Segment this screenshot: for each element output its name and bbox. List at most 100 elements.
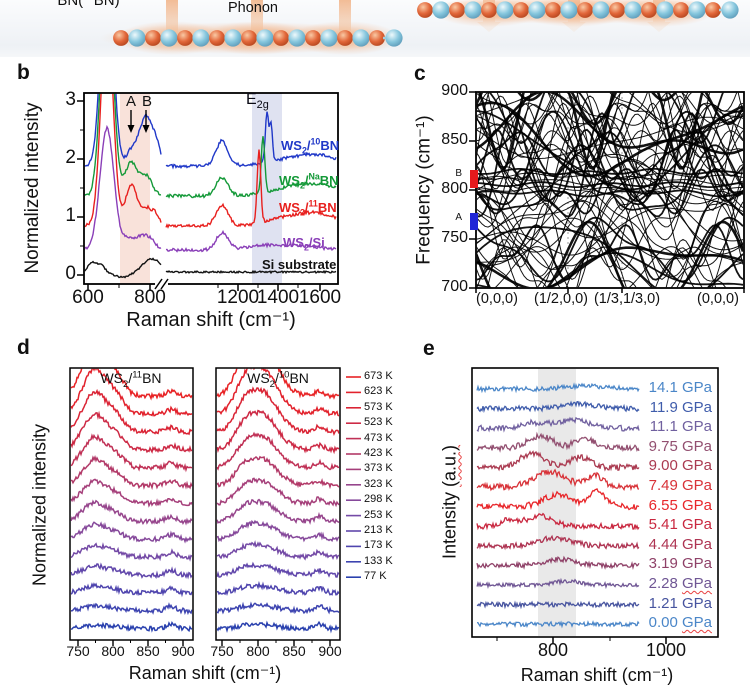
panel-d-spectrum (216, 368, 340, 417)
nitrogen-atom (721, 1, 739, 19)
panel-d-spectrum (216, 561, 340, 578)
panel-d-spectrum (70, 454, 193, 491)
panel-d-spectrum (70, 621, 193, 633)
nitrogen-atom (128, 29, 146, 47)
panel-b-spectrum (165, 136, 337, 199)
panel-d-spectrum (216, 386, 340, 437)
panel-d-spectrum (216, 409, 340, 455)
panel-e-spectrum (476, 620, 640, 629)
nitrogen-atom (528, 1, 546, 19)
schematic-strip: 10BN(11BN) Phonon (0, 0, 750, 57)
panel-d-spectrum (216, 601, 340, 615)
bn-isotope-label: 10BN(11BN) (46, 0, 120, 9)
panel-d-spectrum (70, 433, 193, 473)
nitrogen-atom (592, 1, 610, 19)
nitrogen-atom (160, 29, 178, 47)
boron-atom (337, 30, 353, 46)
panel-b-spectrum (84, 124, 162, 251)
panel-b-spectrum (165, 229, 337, 253)
panel-b-spectrum (165, 149, 337, 229)
boron-atom (449, 2, 465, 18)
panel-d-spectrum (70, 582, 193, 598)
panel-d-spectrum (70, 368, 193, 401)
panel-e-spectrum (476, 416, 640, 433)
panel-b-spectrum (84, 93, 162, 167)
schematic-graphics (100, 0, 739, 55)
panel-e-spectrum (476, 382, 640, 394)
panel-d-spectrum (70, 562, 193, 580)
panel-d-spectrum (70, 478, 193, 508)
nitrogen-atom (224, 29, 242, 47)
nitrogen-atom (352, 29, 370, 47)
panel-b-spectrum (165, 269, 337, 275)
boron-atom (545, 2, 561, 18)
nitrogen-atom (432, 1, 450, 19)
boron-atom (577, 2, 593, 18)
panel-d-spectrum (216, 519, 340, 543)
boron-atom (673, 2, 689, 18)
panel-d-spectrum (70, 499, 193, 526)
shaded-band (538, 369, 576, 636)
boron-atom (481, 2, 497, 18)
boron-atom (177, 30, 193, 46)
panel-e-spectrum (476, 450, 640, 472)
panel-d-spectrum (216, 540, 340, 561)
nitrogen-atom (624, 1, 642, 19)
panel-d-spectrum (70, 388, 193, 436)
boron-atom (241, 30, 257, 46)
phonon-label: Phonon (228, 0, 278, 16)
nitrogen-atom (656, 1, 674, 19)
nitrogen-atom (192, 29, 210, 47)
panel-e-spectrum (476, 488, 640, 511)
panel-e-spectrum (476, 468, 640, 492)
down-arrow-icon (127, 125, 135, 133)
boron-atom (145, 30, 161, 46)
nitrogen-atom (496, 1, 514, 19)
panel-d-spectrum (216, 620, 340, 634)
down-arrow-icon (142, 125, 150, 133)
boron-atom (641, 2, 657, 18)
panel-d-spectrum (216, 431, 340, 471)
panel-b-spectrum (84, 93, 162, 228)
boron-atom (305, 30, 321, 46)
phonon-bands (476, 92, 744, 288)
boron-atom (113, 30, 129, 46)
panel-e-spectrum (476, 431, 640, 453)
boron-atom (417, 2, 433, 18)
panel-b-spectrum (84, 93, 162, 197)
boron-atom (273, 30, 289, 46)
mode-marker-b (470, 170, 478, 188)
mode-marker-a (470, 213, 478, 230)
panel-d-spectrum (216, 477, 340, 508)
panel-d-plot (69, 367, 361, 646)
panel-d-spectrum (70, 521, 193, 544)
boron-atom (609, 2, 625, 18)
nitrogen-atom (688, 1, 706, 19)
panel-e-spectrum (476, 600, 640, 610)
nitrogen-atom (320, 29, 338, 47)
boron-atom (513, 2, 529, 18)
panel-b-plot (77, 92, 339, 291)
nitrogen-atom (560, 1, 578, 19)
panel-d-spectrum (216, 498, 340, 525)
panel-d-spectrum (70, 542, 193, 562)
nitrogen-atom (385, 29, 403, 47)
boron-atom (369, 30, 385, 46)
panel-e-plot (471, 367, 719, 644)
boron-atom (209, 30, 225, 46)
panel-e-spectrum (476, 534, 640, 551)
nitrogen-atom (464, 1, 482, 19)
panel-d-spectrum (216, 580, 340, 597)
panel-e-spectrum (476, 400, 640, 414)
panel-b-spectrum (84, 257, 162, 279)
panel-e-spectrum (476, 512, 640, 531)
boron-atom (705, 2, 721, 18)
panel-d-spectrum (216, 455, 340, 490)
panel-e-spectrum (476, 555, 640, 571)
nitrogen-atom (256, 29, 274, 47)
panel-d-spectrum (70, 368, 193, 418)
nitrogen-atom (288, 29, 306, 47)
panel-d-spectrum (70, 410, 193, 454)
